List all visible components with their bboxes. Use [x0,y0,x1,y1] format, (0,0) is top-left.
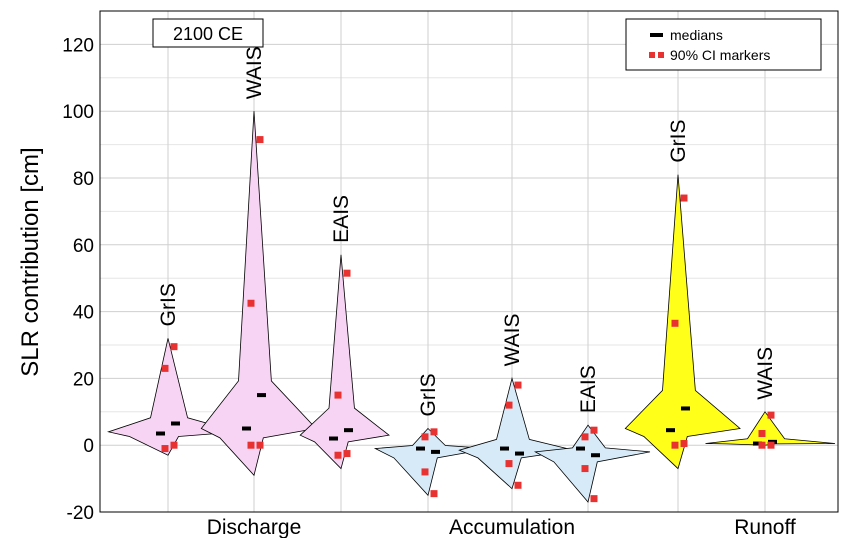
y-tick-label: 100 [62,102,94,123]
chart-title: 2100 CE [173,24,243,44]
ci-marker [680,440,688,448]
ci-marker [421,433,429,441]
legend-medians: medians [670,27,723,43]
ci-marker [514,381,522,389]
ci-marker [767,441,775,449]
ci-marker [247,299,255,307]
violin-accumulation-gris [373,427,491,497]
legend-ci-swatch-2 [658,52,664,58]
y-tick-label: 120 [62,35,94,56]
median-marker [344,428,353,433]
ci-marker [758,441,766,449]
title-box: 2100 CE [152,18,264,48]
violin-label: GrIS [667,119,690,162]
legend: medians 90% CI markers [625,18,822,71]
ci-marker [581,465,589,473]
ci-marker [256,441,264,449]
median-marker [591,453,600,458]
ci-marker [671,319,679,327]
ci-marker [334,391,342,399]
ci-marker [343,269,351,277]
ci-marker [767,411,775,419]
violin-discharge-gris [107,338,239,456]
violin-label: WAIS [754,347,777,400]
ci-marker [758,430,766,438]
violin-runoff-gris [624,174,741,470]
ci-marker [430,428,438,436]
violins [107,111,836,503]
y-tick-label: 80 [73,169,94,190]
violin-label: EAIS [577,365,600,413]
median-marker [431,449,440,454]
group-label: Runoff [734,516,796,538]
median-marker [156,431,165,436]
ci-marker [505,460,513,468]
ci-marker [161,445,169,453]
median-marker [576,446,585,451]
group-label: Accumulation [449,516,575,538]
ci-marker [161,364,169,372]
median-marker [515,451,524,456]
median-marker [681,406,690,411]
violin-accumulation-eais [533,424,651,503]
ci-marker [581,433,589,441]
ci-marker [430,490,438,498]
y-axis-label: SLR contribution [cm] [17,147,44,376]
ci-marker [505,401,513,409]
violin-label: GrIS [417,373,440,416]
median-marker [500,446,509,451]
plot-frame [99,10,839,513]
median-marker [242,426,251,431]
ci-marker [590,495,598,503]
ci-marker [256,136,264,144]
ci-marker [421,468,429,476]
ci-marker [334,451,342,459]
violin-label: EAIS [330,195,353,243]
ci-marker [247,441,255,449]
y-tick-label: -20 [67,503,94,524]
grid-lines [100,11,838,513]
legend-median-swatch [650,33,663,37]
median-marker [257,393,266,398]
y-tick-label: 20 [73,369,94,390]
violin-labels: GrIS WAIS EAIS GrIS WAIS EAIS GrIS WAIS [157,46,777,416]
violin-label: GrIS [157,283,180,326]
ci-marker [170,441,178,449]
median-marker [329,436,338,441]
ci-marker [680,194,688,202]
violin-label: WAIS [243,46,266,99]
legend-ci-markers: 90% CI markers [670,47,770,63]
y-tick-label: 60 [73,236,94,257]
y-tick-labels: -20 0 20 40 60 80 100 120 [62,35,94,524]
ci-marker [514,481,522,489]
median-marker [753,441,762,446]
group-labels: Discharge Accumulation Runoff [207,516,796,538]
y-tick-label: 0 [83,436,94,457]
group-label: Discharge [207,516,302,538]
ci-marker [170,343,178,351]
median-marker [416,446,425,451]
violin-accumulation-wais [458,376,575,490]
ci-marker [590,426,598,434]
ci-marker [671,441,679,449]
median-marker [171,421,180,426]
violin-label: WAIS [501,314,524,367]
violin-discharge-wais [200,111,317,477]
y-tick-label: 40 [73,303,94,324]
median-marker [666,428,675,433]
legend-ci-swatch [649,52,655,58]
violin-discharge-eais [299,254,390,470]
ci-marker [343,450,351,458]
